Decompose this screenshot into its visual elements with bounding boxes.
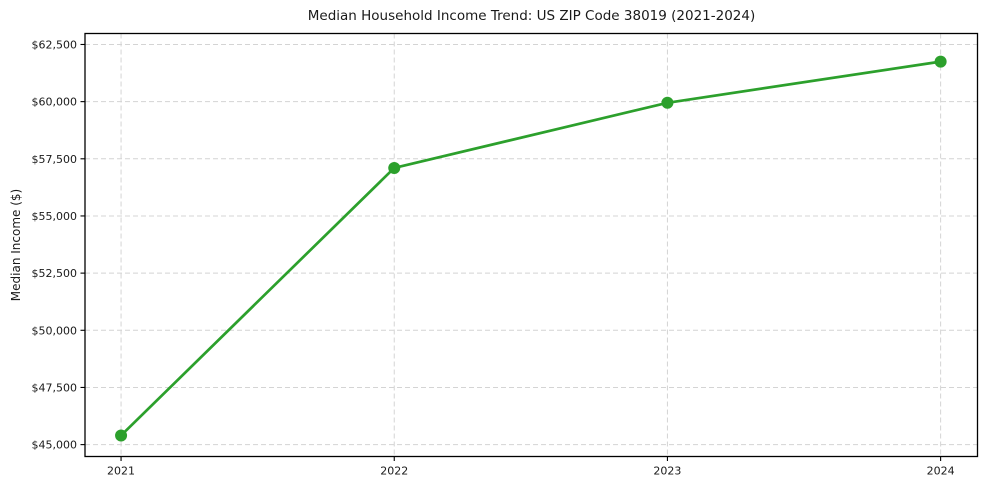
y-tick-label: $52,500 <box>32 267 78 280</box>
x-tick-label: 2023 <box>653 465 681 478</box>
y-tick-label: $50,000 <box>32 324 78 337</box>
data-point-marker <box>661 96 674 109</box>
y-tick-label: $45,000 <box>32 439 78 452</box>
x-tick-label: 2022 <box>380 465 408 478</box>
data-point-marker <box>115 429 128 442</box>
x-tick-label: 2024 <box>927 465 955 478</box>
trend-line <box>119 60 942 437</box>
plot-background <box>85 33 978 457</box>
y-tick-label: $47,500 <box>32 381 78 394</box>
y-tick-label: $62,500 <box>32 38 78 51</box>
data-point-marker <box>388 161 401 174</box>
chart-title: Median Household Income Trend: US ZIP Co… <box>307 8 756 24</box>
x-tick-label: 2021 <box>107 465 135 478</box>
y-tick-label: $60,000 <box>32 96 78 109</box>
axes-frame <box>84 32 979 458</box>
y-tick-label: $55,000 <box>32 210 78 223</box>
data-point-marker <box>934 55 947 68</box>
y-tick-label: $57,500 <box>32 153 78 166</box>
